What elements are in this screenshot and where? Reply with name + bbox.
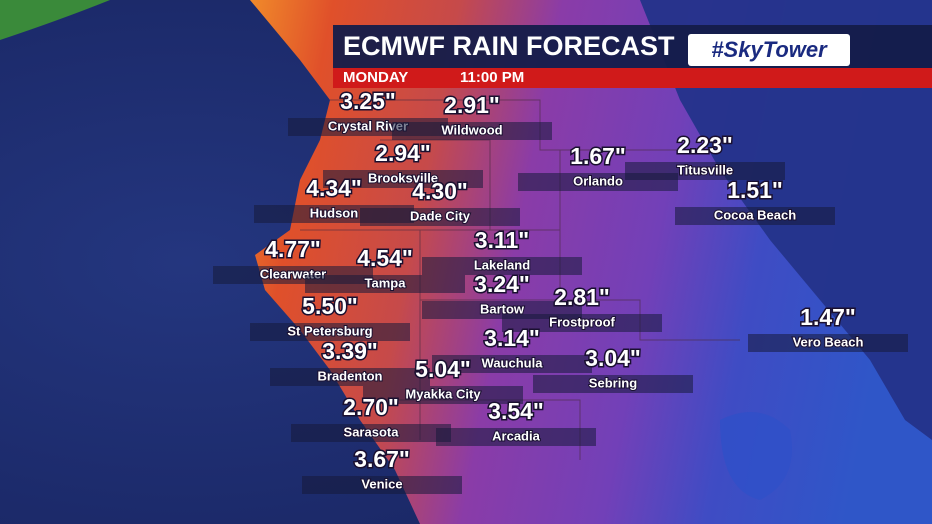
city-name: Tampa: [365, 275, 407, 290]
label-band: [360, 208, 520, 226]
land-north: [0, 0, 110, 40]
amount: 3.25": [340, 88, 396, 114]
label-band: [422, 257, 582, 275]
label-band: [432, 355, 592, 373]
amount: 3.14": [484, 325, 540, 351]
amount: 2.23": [677, 132, 733, 158]
day: MONDAY: [343, 69, 408, 86]
label-band: [270, 368, 430, 386]
city-name: St Petersburg: [287, 323, 372, 338]
city-name: Crystal River: [328, 118, 408, 133]
city-name: Cocoa Beach: [714, 207, 796, 222]
amount: 1.67": [570, 143, 626, 169]
city-name: Myakka City: [405, 386, 481, 401]
header-strip: [333, 68, 932, 88]
label-band: [748, 334, 908, 352]
amount: 5.50": [302, 293, 358, 319]
brand-badge: [688, 34, 850, 66]
city-name: Bradenton: [318, 368, 383, 383]
city-name: Bartow: [480, 301, 525, 316]
amount: 2.70": [343, 394, 399, 420]
city-name: Vero Beach: [793, 334, 864, 349]
city-name: Orlando: [573, 173, 623, 188]
amount: 2.91": [444, 92, 500, 118]
amount: 2.94": [375, 140, 431, 166]
lake: [720, 412, 792, 500]
label-band: [502, 314, 662, 332]
city-name: Wildwood: [441, 122, 502, 137]
city-name: Sebring: [589, 375, 637, 390]
city-name: Frostproof: [549, 314, 615, 329]
label-band: [363, 386, 523, 404]
city-name: Titusville: [677, 162, 733, 177]
amount: 3.11": [475, 227, 529, 253]
label-band: [323, 170, 483, 188]
amount: 4.77": [265, 236, 321, 262]
city-name: Sarasota: [344, 424, 400, 439]
amount: 4.34": [306, 175, 362, 201]
city-name: Dade City: [410, 208, 471, 223]
brand: #SkyTower: [711, 37, 828, 62]
label-band: [302, 476, 462, 494]
label-band: [625, 162, 785, 180]
time: 11:00 PM: [460, 69, 524, 86]
amount: 5.04": [415, 356, 471, 382]
label-band: [250, 323, 410, 341]
amount: 4.30": [412, 178, 468, 204]
city-name: Hudson: [310, 205, 358, 220]
amount: 3.54": [488, 398, 544, 424]
amount: 3.24": [474, 271, 530, 297]
amount: 2.81": [554, 284, 610, 310]
city-name: Arcadia: [492, 428, 540, 443]
label-band: [291, 424, 451, 442]
label-band: [675, 207, 835, 225]
amount: 1.51": [727, 177, 783, 203]
label-band: [392, 122, 552, 140]
amount: 3.04": [585, 345, 641, 371]
amount: 3.39": [322, 338, 378, 364]
label-band: [436, 428, 596, 446]
city-name: Lakeland: [474, 257, 530, 272]
amount: 4.54": [357, 245, 413, 271]
label-band: [533, 375, 693, 393]
city-name: Wauchula: [482, 355, 544, 370]
city-name: Brooksville: [368, 170, 438, 185]
amount: 1.47": [800, 304, 856, 330]
city-name: Venice: [361, 476, 402, 491]
amount: 3.67": [354, 446, 410, 472]
title: ECMWF RAIN FORECAST: [343, 31, 675, 61]
label-band: [305, 275, 465, 293]
